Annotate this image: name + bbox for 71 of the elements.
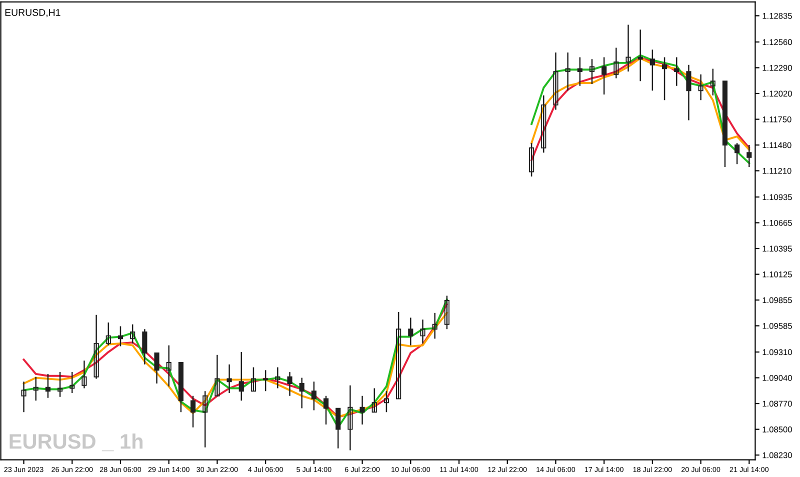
candlestick [662, 56, 668, 101]
y-tick-label: 1.09855 [762, 297, 792, 304]
y-tick-label: 1.12560 [762, 39, 792, 46]
candlestick [698, 74, 704, 101]
y-tick-label: 1.12020 [762, 90, 792, 97]
candlestick [323, 395, 329, 426]
y-tick-label: 1.09040 [762, 374, 792, 381]
y-tick-label: 1.10395 [762, 246, 792, 252]
candlestick [626, 24, 631, 72]
candlestick [82, 360, 87, 389]
candlestick [432, 312, 438, 340]
candlestick [226, 364, 232, 394]
y-tick-label: 1.09585 [762, 322, 792, 329]
text: EURUSD,H1 [5, 9, 60, 18]
y-tick-label: 1.11480 [762, 142, 792, 148]
y-tick-label: 1.08500 [762, 426, 792, 432]
candlestick [94, 314, 99, 380]
candlestick [602, 56, 607, 96]
candlestick [336, 408, 341, 450]
candlestick [250, 366, 256, 392]
candlestick [565, 52, 570, 92]
candlestick [33, 376, 38, 402]
y-tick-label: 1.08230 [762, 452, 792, 458]
candlestick [541, 94, 546, 154]
candlestick [444, 295, 450, 330]
candlestick [190, 395, 196, 428]
candlestick [372, 388, 377, 413]
candlestick [311, 380, 316, 411]
y-tick-label: 1.11210 [762, 168, 792, 174]
candlestick [638, 28, 643, 82]
candlestick [106, 322, 111, 346]
candlestick [734, 142, 740, 165]
y-tick-label: 1.10665 [762, 220, 792, 226]
candlestick [577, 56, 582, 86]
candlestick [650, 48, 655, 92]
y-tick-label: 1.09310 [762, 349, 792, 356]
candlestick [118, 326, 124, 347]
candlestick [21, 380, 26, 413]
candlestick [299, 377, 304, 409]
candlestick [553, 52, 558, 110]
candlestick [130, 324, 136, 344]
y-tick-label: 1.10125 [762, 271, 792, 278]
candlestick [348, 384, 353, 451]
candlestick [746, 144, 752, 168]
candlestick [408, 317, 414, 346]
candlestick [70, 371, 75, 394]
y-tick-label: 1.10935 [762, 194, 792, 200]
candlestick [238, 351, 244, 402]
candlestick [710, 68, 716, 96]
candlestick [589, 58, 595, 85]
candlestick [420, 318, 426, 344]
candlestick [214, 354, 220, 397]
candlestick [287, 371, 292, 397]
y-tick-label: 1.12835 [762, 12, 792, 19]
candlestick [686, 64, 692, 121]
candlestick [529, 142, 534, 178]
candlestick [45, 373, 50, 398]
y-tick-label: 1.08770 [762, 400, 792, 407]
y-tick-label: 1.12290 [762, 64, 792, 71]
candlestick [58, 371, 63, 398]
candlestick [142, 328, 148, 366]
candlestick [674, 56, 680, 86]
candlestick [396, 311, 402, 400]
candlestick [154, 352, 160, 384]
y-tick-label: 1.11750 [762, 116, 792, 122]
candlestick [202, 390, 208, 448]
candlestick [384, 390, 390, 413]
candlestick [614, 47, 619, 79]
candlestick [166, 344, 172, 387]
candlestick [360, 395, 365, 426]
candlestick [275, 366, 280, 389]
